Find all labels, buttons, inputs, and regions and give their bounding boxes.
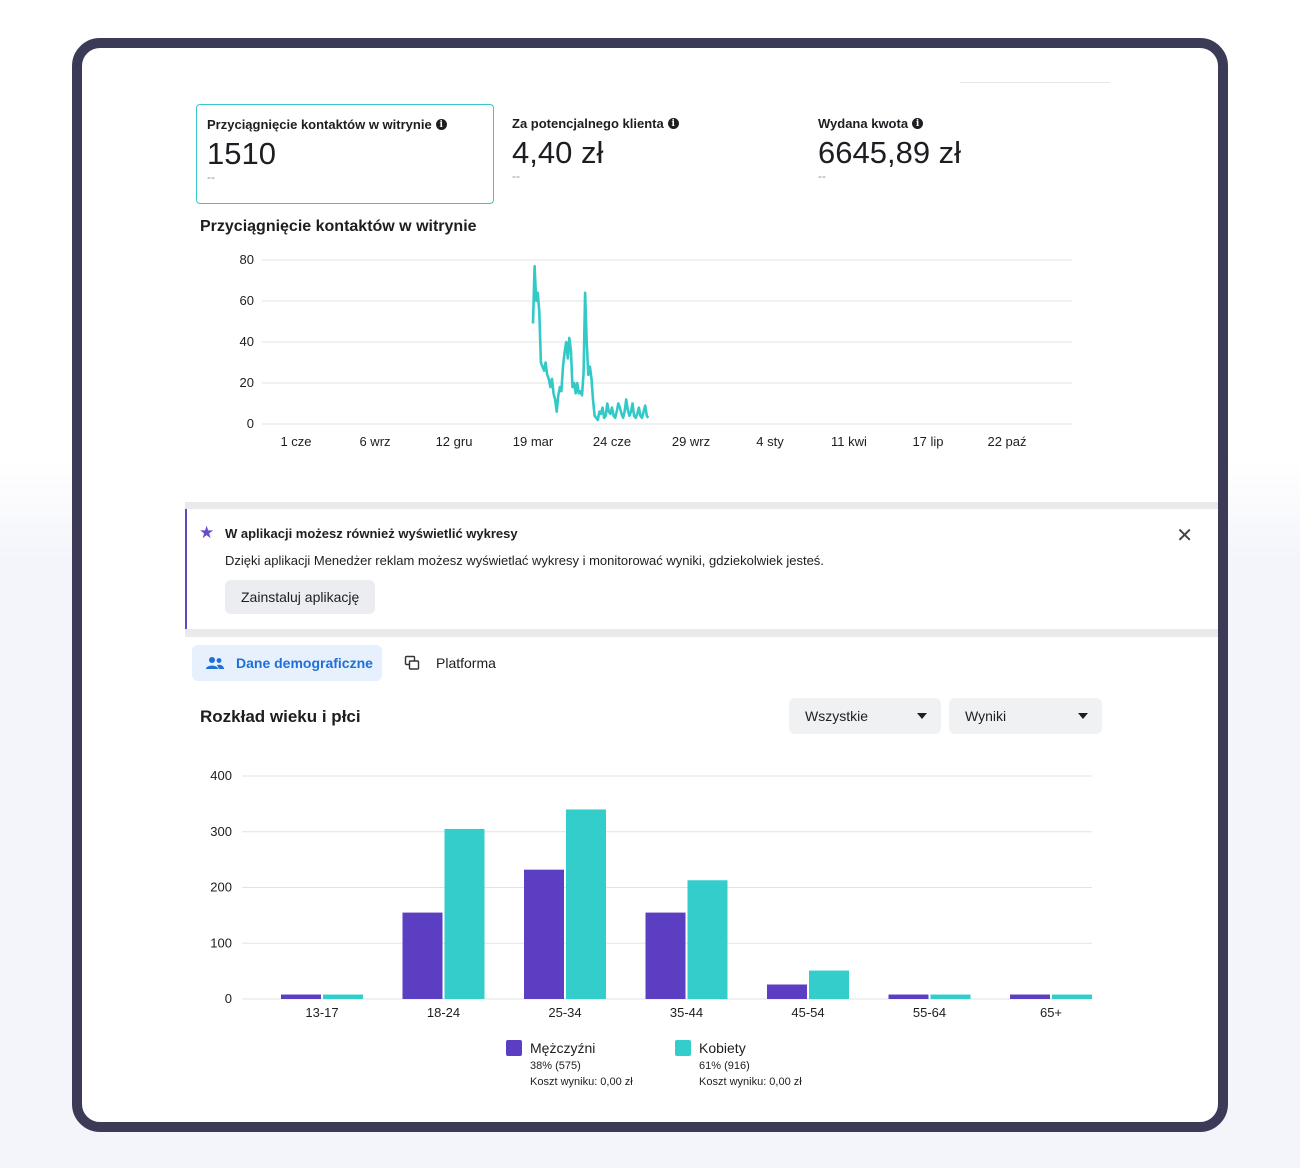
x-tick-label: 17 lip <box>912 434 943 449</box>
bar-men[interactable] <box>767 984 807 999</box>
tab-label: Platforma <box>436 655 496 671</box>
metric-label: Wydana kwota <box>818 116 909 131</box>
people-icon <box>206 657 224 669</box>
copy-icon <box>404 655 420 670</box>
section-divider <box>185 629 1218 637</box>
y-tick-label: 200 <box>210 880 232 895</box>
legend-swatch <box>675 1040 691 1056</box>
screenshot-frame: Przyciągnięcie kontaktów w witrynie i 15… <box>72 38 1228 1132</box>
line-chart-title: Przyciągnięcie kontaktów w witrynie <box>200 218 477 235</box>
metric-label-wrap: Za potencjalnego klienta i <box>512 116 790 131</box>
tab-demographics[interactable]: Dane demograficzne <box>192 645 382 681</box>
bar-women[interactable] <box>444 828 485 999</box>
legend-cost: Koszt wyniku: 0,00 zł <box>530 1076 633 1088</box>
close-icon[interactable]: ✕ <box>1176 525 1193 547</box>
x-tick-label: 22 paź <box>987 434 1026 449</box>
tab-label: Dane demograficzne <box>236 655 373 671</box>
dropdown-value: Wszystkie <box>805 708 868 724</box>
legend-name: Mężczyźni <box>530 1040 596 1056</box>
x-tick-label: 35-44 <box>670 1005 703 1020</box>
bar-men[interactable] <box>1010 994 1050 999</box>
caret-down-icon <box>917 713 927 719</box>
line-chart: 0 20 40 60 80 1 cze 6 wrz 12 gru 19 mar 24 cze 29 … <box>240 252 1072 449</box>
y-tick-label: 100 <box>210 935 232 950</box>
bar-men[interactable] <box>888 994 929 999</box>
metric-value: 6645,89 zł <box>818 135 962 170</box>
legend-item-men[interactable]: Mężczyźni 38% (575) Koszt wyniku: 0,00 z… <box>506 1038 633 1090</box>
bar-women[interactable] <box>566 809 606 999</box>
y-tick-label: 0 <box>247 416 254 431</box>
audience-dropdown[interactable]: Wszystkie <box>789 698 941 734</box>
metric-card-site-contacts[interactable]: Przyciągnięcie kontaktów w witrynie i 15… <box>196 104 494 204</box>
x-tick-label: 65+ <box>1040 1005 1062 1020</box>
bar-women[interactable] <box>930 994 971 999</box>
bar-men[interactable] <box>402 912 443 999</box>
top-divider <box>960 82 1110 83</box>
bar-women[interactable] <box>323 994 363 999</box>
x-tick-label: 29 wrz <box>672 434 710 449</box>
bar-men[interactable] <box>524 869 564 999</box>
metric-value: 1510 <box>207 136 276 171</box>
legend-cost: Koszt wyniku: 0,00 zł <box>699 1076 802 1088</box>
info-icon[interactable]: i <box>435 119 447 130</box>
metric-value: 4,40 zł <box>512 135 604 170</box>
star-icon: ★ <box>199 523 215 542</box>
x-tick-label: 55-64 <box>913 1005 946 1020</box>
metric-label: Za potencjalnego klienta <box>512 116 664 131</box>
x-tick-label: 12 gru <box>436 434 473 449</box>
x-tick-label: 11 kwi <box>831 434 867 449</box>
x-tick-label: 25-34 <box>548 1005 581 1020</box>
metric-delta: -- <box>207 170 215 184</box>
metric-label: Przyciągnięcie kontaktów w witrynie <box>207 117 432 132</box>
y-tick-label: 400 <box>210 768 232 783</box>
y-tick-label: 0 <box>225 991 232 1006</box>
y-tick-label: 80 <box>240 252 254 267</box>
app-promo-banner: ★ W aplikacji możesz również wyświetlić … <box>185 509 1218 629</box>
install-app-button[interactable]: Zainstaluj aplikację <box>225 580 376 614</box>
bar-men[interactable] <box>281 994 321 999</box>
metric-delta: -- <box>512 169 520 183</box>
legend-name: Kobiety <box>699 1040 746 1056</box>
banner-title: W aplikacji możesz również wyświetlić wy… <box>225 526 518 541</box>
bar-men[interactable] <box>645 912 686 999</box>
x-tick-label: 6 wrz <box>359 434 390 449</box>
x-tick-label: 24 cze <box>593 434 631 449</box>
series-line <box>531 264 650 422</box>
info-icon[interactable]: i <box>667 118 679 129</box>
y-tick-label: 40 <box>240 334 254 349</box>
x-tick-label: 4 sty <box>756 434 784 449</box>
bar-women[interactable] <box>687 880 728 999</box>
legend-swatch <box>506 1040 522 1056</box>
x-tick-label: 13-17 <box>305 1005 338 1020</box>
metric-card-cost-per-lead[interactable]: Za potencjalnego klienta i 4,40 zł -- <box>502 104 800 204</box>
x-tick-label: 1 cze <box>280 434 311 449</box>
metric-dropdown[interactable]: Wyniki <box>949 698 1102 734</box>
section-title: Rozkład wieku i płci <box>200 707 361 726</box>
x-tick-label: 45-54 <box>791 1005 824 1020</box>
metric-label-wrap: Wydana kwota i <box>818 116 1096 131</box>
legend-share: 38% (575) <box>530 1060 581 1072</box>
x-tick-label: 18-24 <box>427 1005 460 1020</box>
legend-item-women[interactable]: Kobiety 61% (916) Koszt wyniku: 0,00 zł <box>675 1038 802 1090</box>
legend-share: 61% (916) <box>699 1060 750 1072</box>
info-icon[interactable]: i <box>912 118 924 129</box>
legend-text: Mężczyźni 38% (575) Koszt wyniku: 0,00 z… <box>530 1038 633 1090</box>
legend-text: Kobiety 61% (916) Koszt wyniku: 0,00 zł <box>699 1038 802 1090</box>
caret-down-icon <box>1078 713 1088 719</box>
y-tick-label: 20 <box>240 375 254 390</box>
x-tick-label: 19 mar <box>513 434 554 449</box>
banner-text: Dzięki aplikacji Menedżer reklam możesz … <box>225 553 824 568</box>
bar-chart: 0 100 200 300 400 13-17 18-24 25-34 35-44 45-54 55… <box>210 768 1092 1020</box>
metric-card-amount-spent[interactable]: Wydana kwota i 6645,89 zł -- <box>808 104 1106 204</box>
dropdown-value: Wyniki <box>965 708 1007 724</box>
tab-platform[interactable]: Platforma <box>404 645 496 681</box>
bar-women[interactable] <box>1052 994 1092 999</box>
y-tick-label: 60 <box>240 293 254 308</box>
y-tick-label: 300 <box>210 824 232 839</box>
bar-women[interactable] <box>809 970 849 999</box>
metric-label-wrap: Przyciągnięcie kontaktów w witrynie i <box>207 117 483 132</box>
section-divider <box>185 502 1218 509</box>
metric-delta: -- <box>818 169 826 183</box>
